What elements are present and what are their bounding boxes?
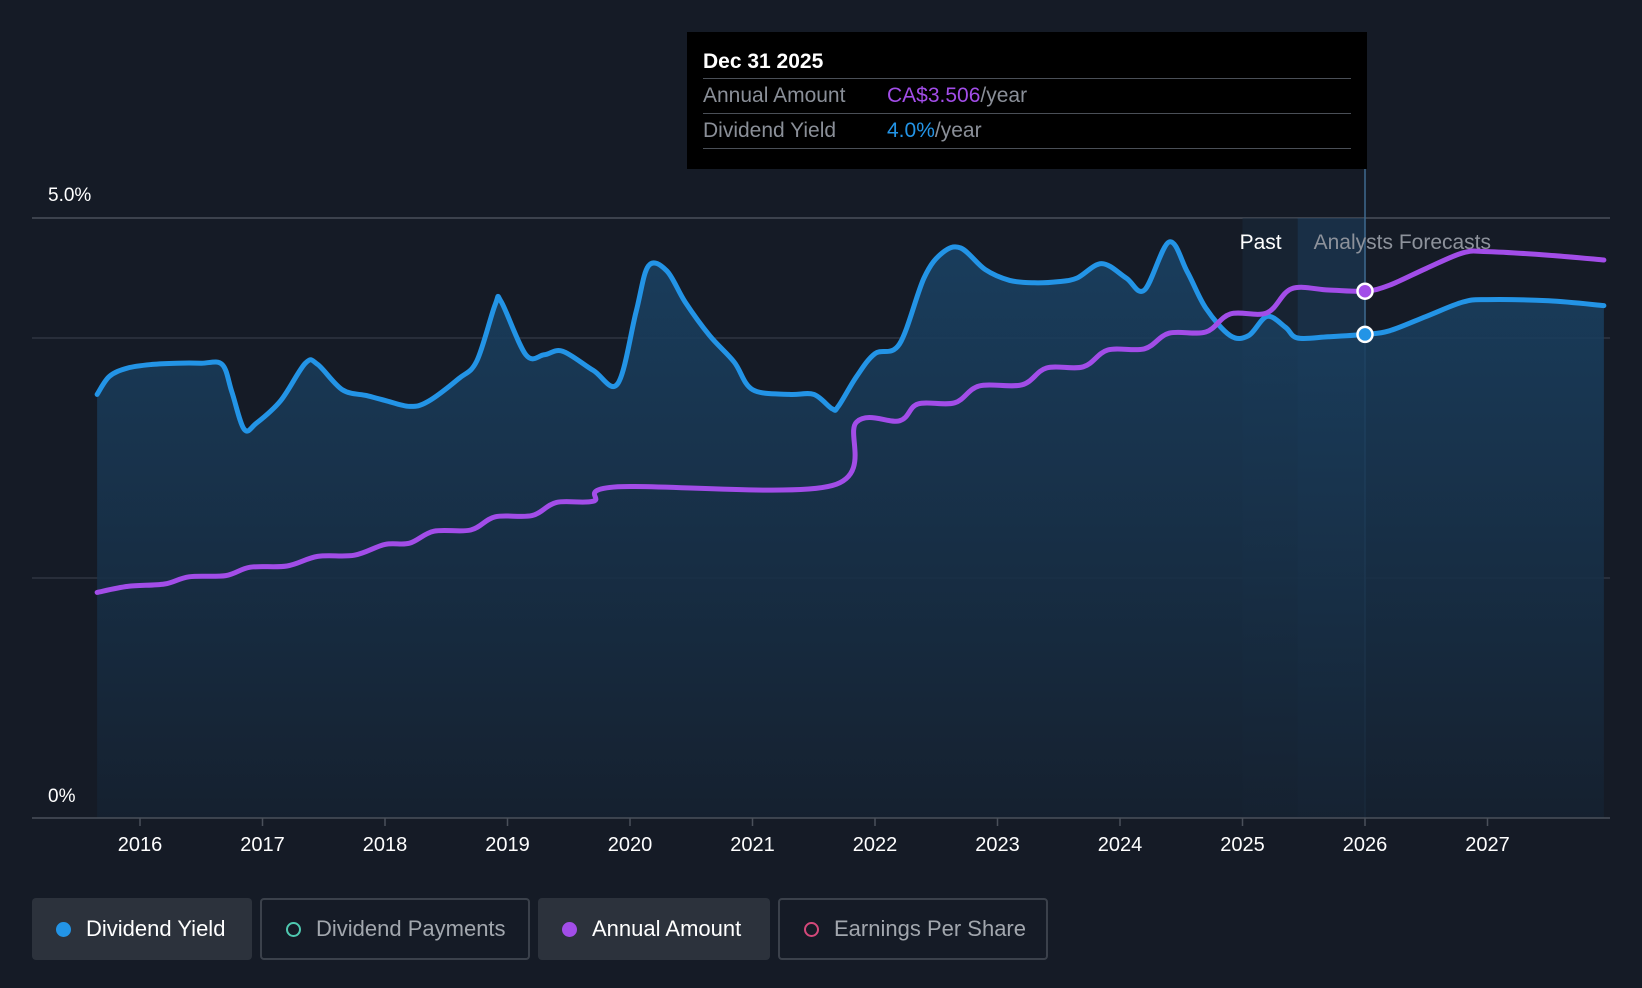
legend-annual-amount-label: Annual Amount <box>592 916 742 941</box>
legend-earnings-per-share-label: Earnings Per Share <box>834 916 1026 941</box>
x-tick-label: 2018 <box>363 834 408 856</box>
hover-tooltip: Dec 31 2025 Annual Amount CA$3.506 /year… <box>687 32 1367 169</box>
x-tick-label: 2025 <box>1220 834 1265 856</box>
x-tick-label: 2017 <box>240 834 285 856</box>
earnings-per-share-ring-icon <box>804 921 819 937</box>
x-tick-label: 2022 <box>853 834 898 856</box>
tooltip-annual-amount-label: Annual Amount <box>703 84 846 107</box>
past-label: Past <box>1240 231 1282 254</box>
tooltip-annual-amount-unit: /year <box>980 84 1028 107</box>
x-tick-label: 2023 <box>975 834 1020 856</box>
tooltip-annual-amount-row: Annual Amount CA$3.506 /year <box>703 78 1351 113</box>
tooltip-dividend-yield-row: Dividend Yield 4.0% /year <box>703 113 1351 149</box>
y-tick-label: 0% <box>48 786 76 807</box>
x-tick-label: 2021 <box>730 834 775 856</box>
tooltip-dividend-yield-unit: /year <box>934 119 982 142</box>
dividend-yield-area <box>97 241 1604 818</box>
x-tick-label: 2027 <box>1465 834 1510 856</box>
forecast-label: Analysts Forecasts <box>1314 231 1491 254</box>
legend-dividend-payments[interactable]: Dividend Payments <box>260 898 530 960</box>
annual-amount-cursor-marker <box>1356 282 1374 300</box>
tooltip-annual-amount-value: CA$3.506 <box>887 84 981 107</box>
y-tick-label: 5.0% <box>48 185 91 206</box>
dividend-yield-dot-icon <box>56 921 71 937</box>
dividend-yield-cursor-marker <box>1356 325 1374 344</box>
dividend-payments-ring-icon <box>286 921 301 937</box>
legend-annual-amount[interactable]: Annual Amount <box>538 898 770 960</box>
legend-earnings-per-share[interactable]: Earnings Per Share <box>778 898 1048 960</box>
annual-amount-dot-icon <box>562 921 577 937</box>
tooltip-dividend-yield-value: 4.0% <box>887 119 935 142</box>
legend-dividend-payments-label: Dividend Payments <box>316 916 506 941</box>
x-tick-label: 2024 <box>1098 834 1143 856</box>
dividend-yield-line <box>94 239 1607 434</box>
x-tick-label: 2019 <box>485 834 530 856</box>
x-tick-label: 2016 <box>118 834 163 856</box>
tooltip-date: Dec 31 2025 <box>703 50 824 73</box>
legend-dividend-yield[interactable]: Dividend Yield <box>32 898 252 960</box>
x-tick-label: 2020 <box>608 834 653 856</box>
legend-dividend-yield-label: Dividend Yield <box>86 916 226 941</box>
annual-amount-line <box>94 248 1607 595</box>
tooltip-dividend-yield-label: Dividend Yield <box>703 119 837 142</box>
x-tick-label: 2026 <box>1343 834 1388 856</box>
